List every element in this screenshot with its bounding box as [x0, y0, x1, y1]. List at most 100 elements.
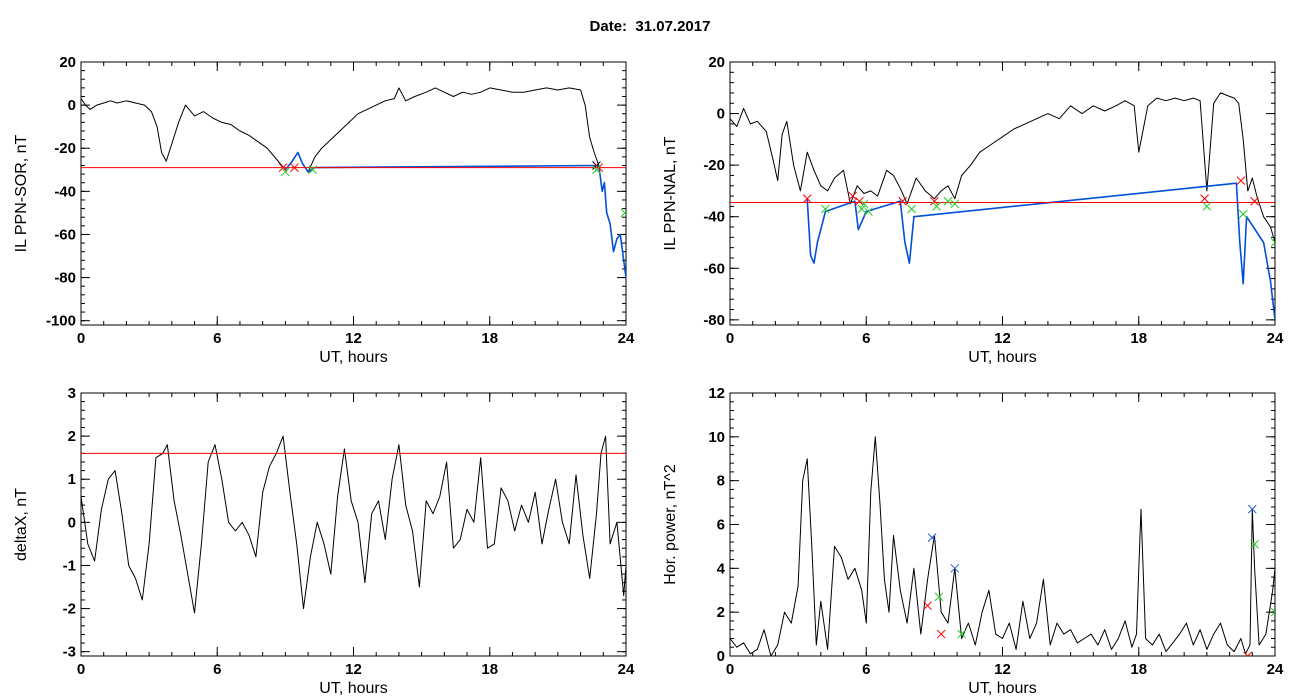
- deltax-y-tick-label: -1: [63, 557, 76, 574]
- deltax-y-tick-label: 0: [68, 514, 76, 531]
- figure-title: Date: 31.07.2017: [0, 18, 1300, 35]
- hor-power-x-tick-label: 18: [1130, 661, 1147, 678]
- marker-stroke: [620, 211, 626, 218]
- marker-stroke: [855, 196, 864, 206]
- hor-power-marker-red: [1243, 651, 1253, 656]
- hor-power-marker-green: [1250, 539, 1259, 549]
- marker-stroke: [1250, 196, 1259, 206]
- marker-stroke: [802, 194, 812, 204]
- ppn-sor-plot-frame: [80, 61, 627, 326]
- ppn-sor-marker-green: [620, 208, 626, 218]
- marker-stroke: [930, 196, 939, 206]
- deltax-y-tick-label: -2: [63, 601, 76, 618]
- marker-stroke: [932, 202, 941, 211]
- ppn-nal-marker-red: [898, 196, 907, 206]
- marker-stroke: [927, 533, 937, 543]
- ppn-sor-y-tick-label: 20: [59, 54, 76, 71]
- marker-stroke: [1247, 504, 1257, 514]
- ppn-nal-marker-green: [1238, 209, 1248, 219]
- ppn-nal-y-tick-label: -60: [703, 260, 725, 277]
- hor-power-marker-red: [936, 629, 946, 639]
- ppn-sor-x-tick-label: 24: [618, 330, 635, 347]
- marker-stroke: [950, 199, 960, 209]
- ppn-nal-panel: 0 6 12 18 24 20 0 -20 -40 -60 -80 UT, hours IL PPN-N…: [662, 54, 1284, 366]
- ppn-nal-marker-red: [1236, 176, 1246, 185]
- marker-stroke: [1247, 651, 1253, 656]
- ppn-nal-marker-green: [950, 199, 960, 209]
- marker-stroke: [934, 592, 944, 602]
- ppn-nal-x-tick-label: 18: [1130, 330, 1147, 347]
- ppn-nal-series-highlight: [806, 182, 1275, 320]
- ppn-sor-plot-area: [81, 87, 626, 278]
- ppn-nal-marker-red: [855, 196, 864, 206]
- ppn-nal-marker-red: [802, 194, 812, 204]
- ppn-sor-x-tick-label: 12: [345, 330, 362, 347]
- marker-stroke: [1238, 209, 1248, 219]
- marker-stroke: [943, 196, 953, 206]
- ppn-nal-marker-green: [859, 199, 869, 209]
- ppn-sor-y-tick-label: -40: [54, 183, 76, 200]
- marker-stroke: [290, 163, 299, 172]
- deltax-y-axis-title: deltaX, nT: [13, 488, 30, 561]
- marker-stroke: [923, 601, 932, 610]
- hor-power-marker-green: [1270, 607, 1275, 617]
- marker-stroke: [936, 629, 946, 639]
- deltax-x-tick-label: 6: [213, 661, 221, 678]
- marker-stroke: [308, 165, 317, 175]
- hor-power-x-tick-label: 6: [862, 661, 870, 678]
- hor-power-marker-green: [957, 629, 966, 639]
- ppn-nal-marker-green: [932, 202, 941, 211]
- marker-stroke: [1270, 241, 1275, 247]
- ppn-nal-x-tick-label: 6: [862, 330, 870, 347]
- hor-power-y-tick-label: 2: [717, 604, 725, 621]
- deltax-x-tick-label: 24: [618, 661, 635, 678]
- ppn-sor-y-tick-label: 0: [68, 97, 76, 114]
- deltax-plot-area: [81, 435, 626, 614]
- marker-stroke: [950, 563, 960, 573]
- ppn-nal-marker-green: [821, 204, 830, 214]
- hor-power-x-tick-label: 12: [994, 661, 1011, 678]
- hor-power-panel: 0 6 12 18 24 12 10 8 6 4 2 0 UT, hours Hor. power, nT…: [662, 385, 1284, 697]
- hor-power-marker-red: [923, 601, 932, 610]
- ppn-sor-y-tick-label: -60: [54, 226, 76, 243]
- ppn-nal-marker-red: [930, 196, 939, 206]
- hor-power-y-tick-label: 0: [717, 648, 725, 665]
- date-value: 31.07.2017: [635, 18, 711, 35]
- ppn-nal-marker-green: [943, 196, 953, 206]
- marker-stroke: [1236, 176, 1246, 185]
- ppn-nal-marker-green: [907, 204, 917, 214]
- marker-stroke: [281, 167, 290, 177]
- hor-power-plot-frame: [729, 392, 1276, 657]
- marker-stroke: [1200, 194, 1209, 204]
- hor-power-y-tick-label: 6: [717, 517, 725, 534]
- ppn-sor-marker-green: [308, 165, 317, 175]
- hor-power-marker-blue: [927, 533, 937, 543]
- ppn-nal-y-axis-title: IL PPN-NAL, nT: [662, 136, 679, 250]
- ppn-sor-marker-red: [278, 163, 288, 172]
- marker-stroke: [1250, 539, 1259, 549]
- deltax-x-tick-label: 18: [481, 661, 498, 678]
- ppn-nal-marker-red: [1250, 196, 1259, 206]
- deltax-y-tick-label: 3: [68, 385, 76, 402]
- marker-stroke: [1202, 202, 1212, 211]
- hor-power-series-trace: [730, 436, 1275, 656]
- ppn-sor-marker-green: [592, 165, 601, 175]
- ppn-nal-plot-area: [730, 92, 1275, 320]
- deltax-series-trace: [81, 435, 626, 614]
- ppn-nal-x-tick-label: 12: [994, 330, 1011, 347]
- ppn-sor-marker-red: [290, 163, 299, 172]
- marker-stroke: [957, 629, 966, 639]
- hor-power-x-tick-label: 0: [726, 661, 734, 678]
- marker-stroke: [592, 165, 601, 175]
- marker-stroke: [848, 191, 857, 201]
- ppn-nal-y-tick-label: -40: [703, 209, 725, 226]
- ppn-nal-marker-green: [1270, 238, 1275, 247]
- hor-power-y-tick-label: 12: [708, 385, 725, 402]
- ppn-sor-series-highlight: [284, 151, 626, 278]
- hor-power-y-tick-label: 10: [708, 429, 725, 446]
- deltax-panel: 0 6 12 18 24 3 2 1 0 -1 -2 -3 UT, hours deltaX, nT: [13, 385, 635, 697]
- marker-stroke: [898, 196, 907, 206]
- ppn-sor-panel: 0 6 12 18 24 20 0 -20 -40 -60 -80 -100 UT, hours IL P…: [13, 54, 635, 366]
- ppn-nal-marker-green: [864, 207, 873, 216]
